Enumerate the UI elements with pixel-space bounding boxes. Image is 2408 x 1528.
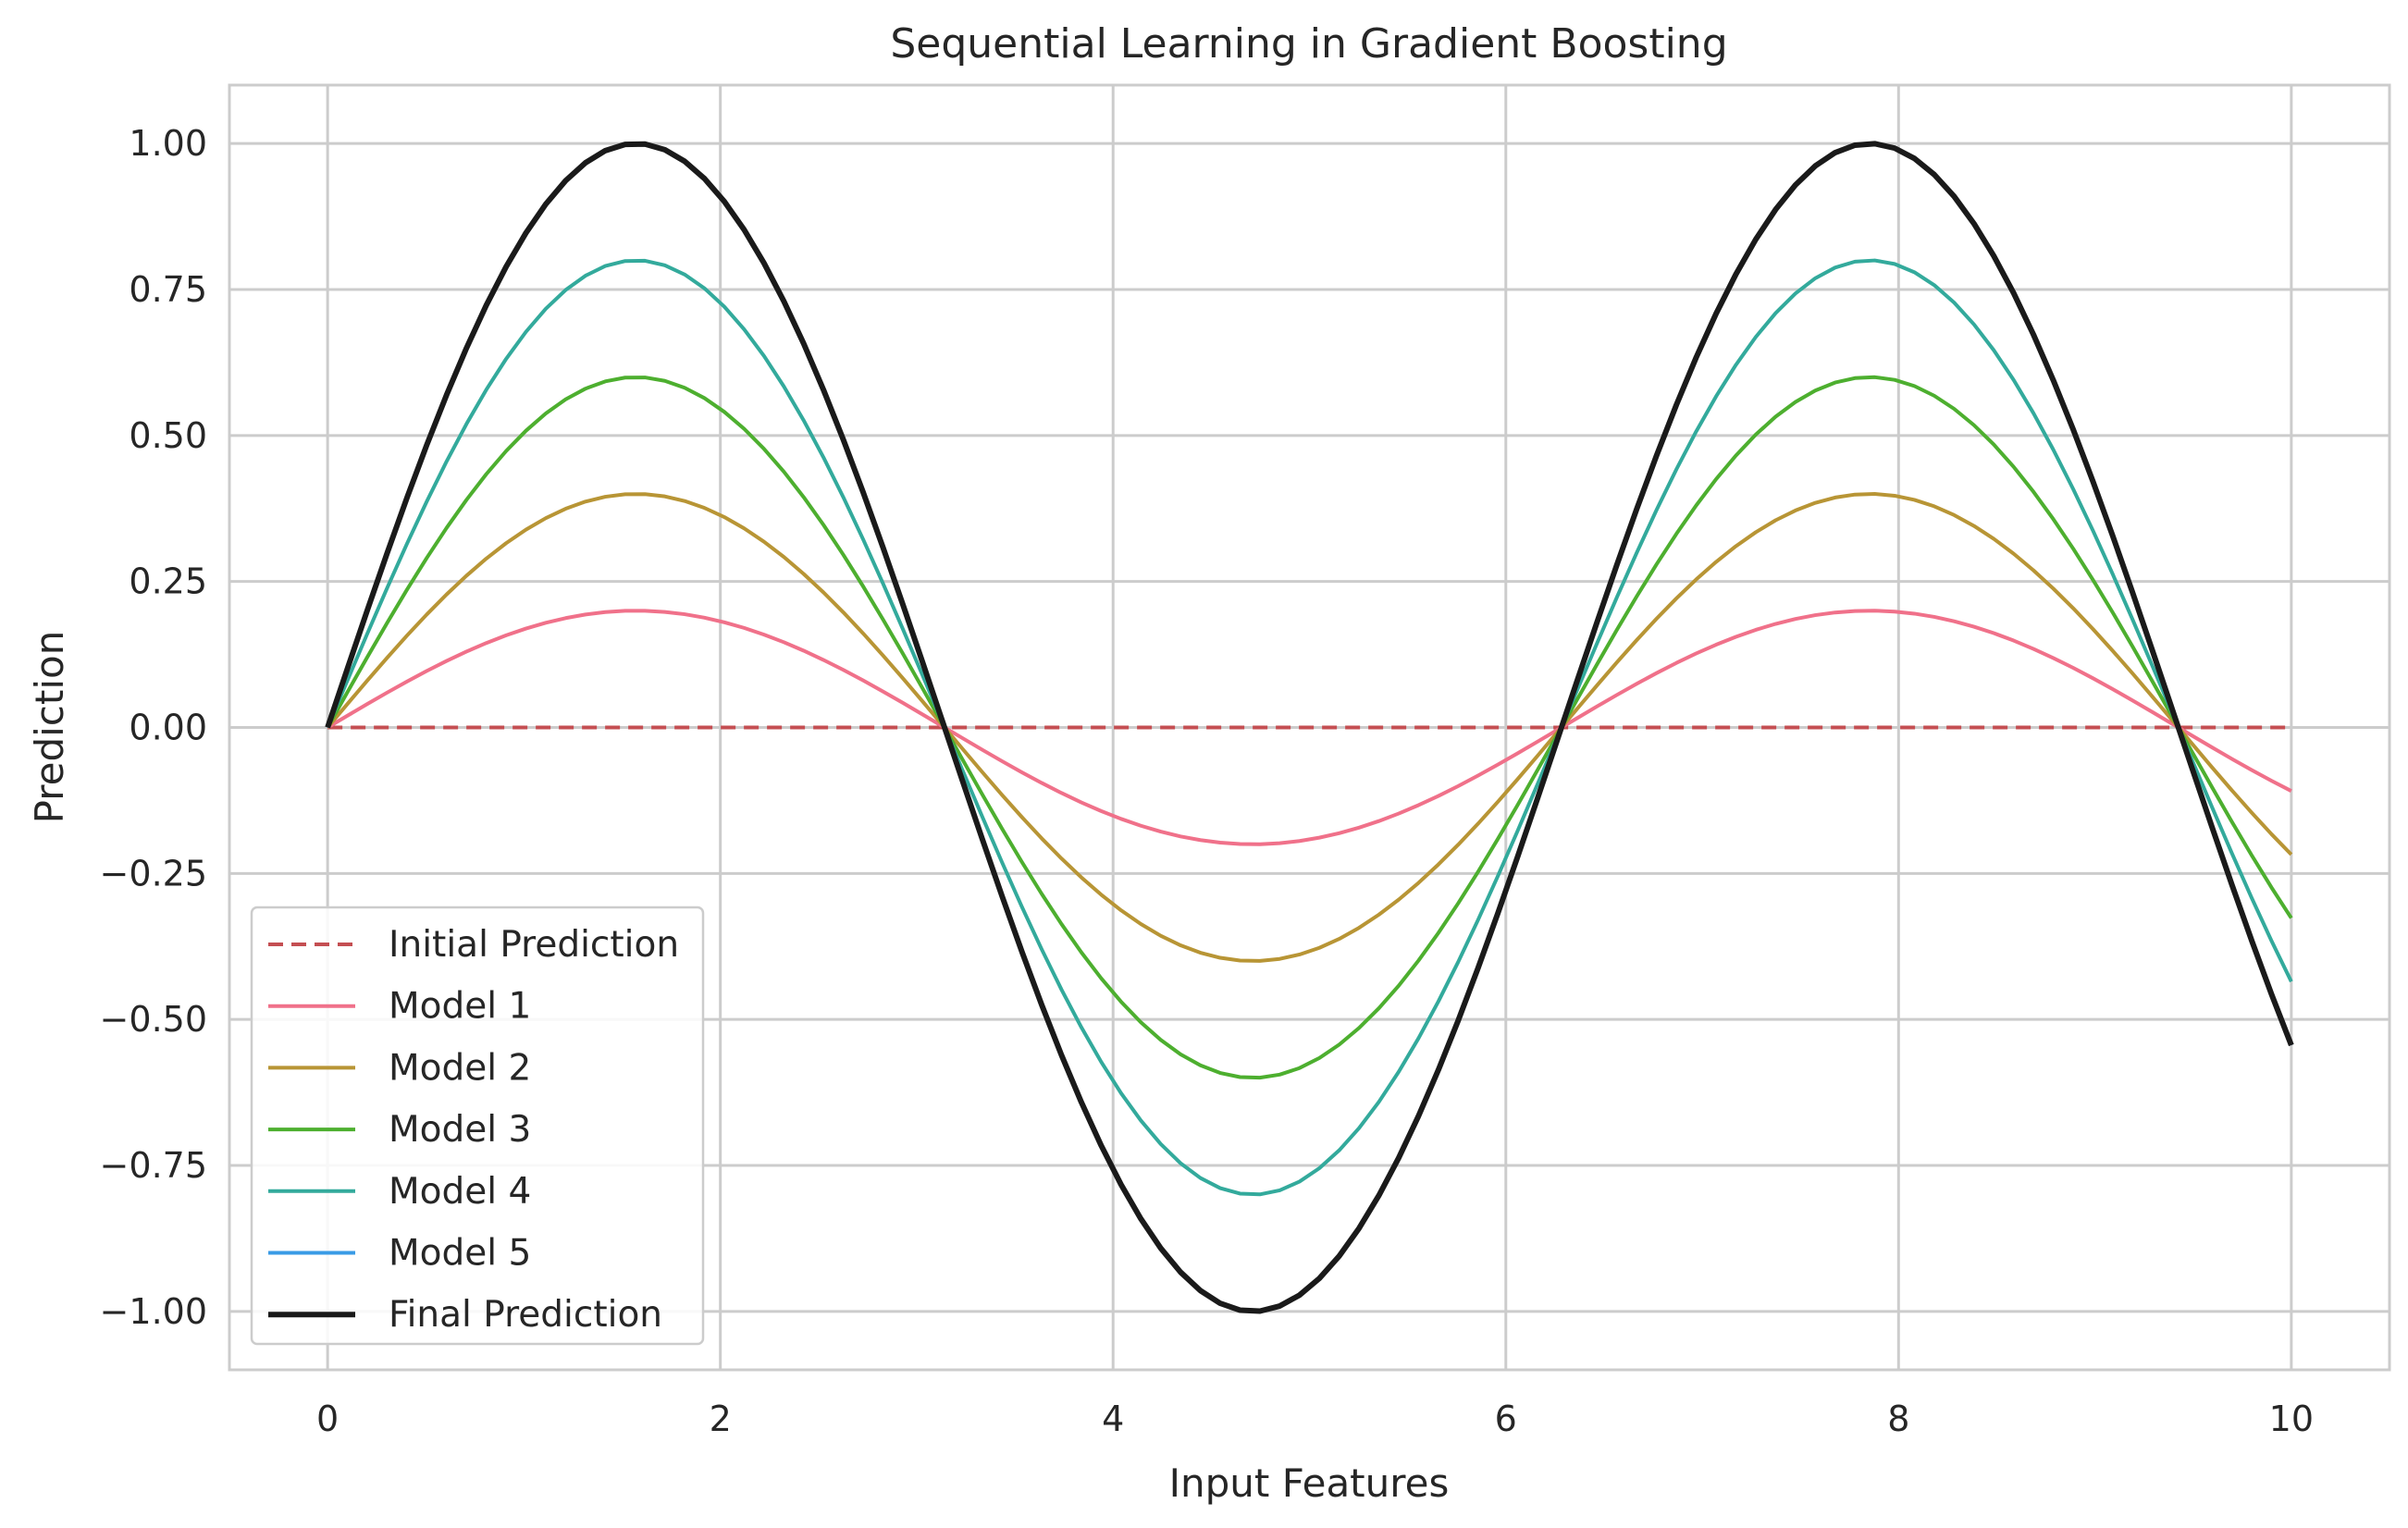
y-tick-labels: 1.00 0.75 0.50 0.25 0.00 −0.25 −0.50 −0.75 −1.00 — [100, 123, 207, 1332]
x-tick-label: 2 — [710, 1399, 732, 1439]
y-tick-label: −0.25 — [100, 853, 207, 893]
y-tick-label: 0.25 — [129, 561, 207, 602]
y-tick-label: −0.50 — [100, 999, 207, 1040]
legend-label: Model 5 — [389, 1233, 531, 1275]
legend: Initial Prediction Model 1 Model 2 Model 3 M… — [250, 906, 705, 1346]
x-tick-label: 4 — [1102, 1399, 1124, 1439]
x-tick-label: 6 — [1495, 1399, 1517, 1439]
series-line-model-2 — [326, 492, 2293, 963]
y-tick-label: 0.75 — [129, 269, 207, 310]
y-tick-label: −0.75 — [100, 1145, 207, 1186]
series-line-model-4 — [326, 258, 2293, 1197]
legend-label: Model 3 — [389, 1109, 531, 1151]
legend-frame — [250, 906, 705, 1346]
legend-label: Initial Prediction — [389, 924, 679, 966]
legend-label: Model 1 — [389, 986, 531, 1028]
x-tick-label: 8 — [1887, 1399, 1909, 1439]
y-tick-label: 1.00 — [129, 123, 207, 164]
series-line-model-1 — [327, 609, 2292, 846]
legend-label: Model 2 — [389, 1047, 531, 1089]
x-tick-label: 0 — [316, 1399, 339, 1439]
series-line-model-3 — [326, 375, 2293, 1080]
plot-frame — [228, 83, 2391, 1372]
x-axis-label: Input Features — [1169, 1460, 1450, 1506]
y-tick-label: 0.50 — [129, 415, 207, 456]
series-line-final-prediction — [325, 141, 2294, 1314]
legend-label: Model 4 — [389, 1171, 531, 1213]
legend-label: Final Prediction — [389, 1294, 662, 1336]
y-tick-label: 0.00 — [129, 708, 207, 748]
chart-title: Sequential Learning in Gradient Boosting — [890, 20, 1727, 68]
series-group — [325, 141, 2294, 1314]
x-tick-labels: 0 2 4 6 8 10 — [316, 1399, 2314, 1439]
y-tick-label: −1.00 — [100, 1291, 207, 1332]
x-tick-label: 10 — [2269, 1399, 2314, 1439]
y-axis-label: Prediction — [27, 631, 72, 824]
